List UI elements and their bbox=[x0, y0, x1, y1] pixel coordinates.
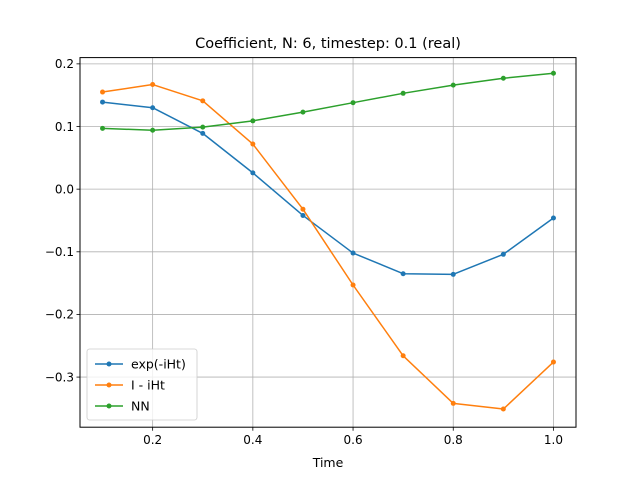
x-axis-label: Time bbox=[312, 455, 344, 470]
data-point bbox=[450, 82, 456, 88]
y-tick-label: 0.2 bbox=[55, 57, 74, 71]
x-tick-label: 1.0 bbox=[544, 433, 563, 447]
data-point bbox=[300, 109, 306, 115]
chart-title: Coefficient, N: 6, timestep: 0.1 (real) bbox=[195, 36, 461, 52]
data-point bbox=[350, 250, 356, 256]
legend-label: I - iHt bbox=[131, 378, 165, 393]
legend-label: exp(-iHt) bbox=[131, 357, 186, 372]
legend: exp(-iHt) I - iHt NN bbox=[86, 348, 198, 421]
data-point bbox=[550, 70, 556, 76]
data-point bbox=[100, 125, 106, 131]
data-point bbox=[250, 170, 256, 176]
data-point bbox=[500, 406, 506, 412]
series-line bbox=[102, 83, 554, 410]
x-tick-label: 0.2 bbox=[143, 433, 162, 447]
data-point bbox=[550, 215, 556, 221]
data-point bbox=[100, 99, 106, 105]
data-point bbox=[300, 212, 306, 218]
y-tick-label: 0.0 bbox=[55, 182, 74, 196]
data-point bbox=[150, 127, 156, 133]
data-point bbox=[250, 141, 256, 147]
y-tick-label: −0.1 bbox=[45, 245, 74, 259]
data-point bbox=[400, 90, 406, 96]
x-tick-label: 0.8 bbox=[444, 433, 463, 447]
plot-frame bbox=[79, 57, 577, 428]
data-point bbox=[450, 400, 456, 406]
x-tick-label: 0.4 bbox=[243, 433, 262, 447]
y-tick-label: 0.1 bbox=[55, 120, 74, 134]
grid bbox=[80, 57, 576, 428]
y-tick-label: −0.3 bbox=[45, 370, 74, 384]
legend-marker bbox=[106, 361, 112, 367]
data-point bbox=[250, 118, 256, 124]
legend-marker bbox=[106, 382, 112, 388]
y-tick-label: −0.2 bbox=[45, 308, 74, 322]
data-point bbox=[200, 98, 206, 104]
data-point bbox=[200, 130, 206, 136]
data-point bbox=[150, 82, 156, 88]
x-tick-label: 0.6 bbox=[344, 433, 363, 447]
data-point bbox=[500, 75, 506, 81]
legend-label: NN bbox=[131, 399, 150, 414]
data-point bbox=[100, 89, 106, 95]
data-point bbox=[550, 359, 556, 365]
legend-box bbox=[86, 348, 198, 421]
data-point bbox=[300, 206, 306, 212]
ticks: 0.2 0.4 0.6 0.8 1.0 −0.3 −0.2 −0.1 0.0 0.1 0.2 bbox=[45, 57, 563, 447]
data-point bbox=[350, 100, 356, 106]
data-point bbox=[400, 271, 406, 277]
data-point bbox=[500, 251, 506, 257]
series-line bbox=[102, 101, 554, 276]
data-point bbox=[450, 271, 456, 277]
series-line bbox=[102, 72, 554, 132]
data-point bbox=[400, 353, 406, 359]
data-point bbox=[150, 105, 156, 111]
series-group bbox=[100, 70, 556, 412]
data-point bbox=[350, 282, 356, 288]
data-point bbox=[200, 124, 206, 130]
legend-marker bbox=[106, 403, 112, 409]
